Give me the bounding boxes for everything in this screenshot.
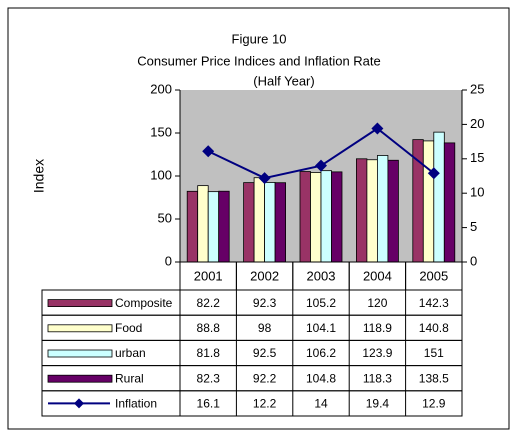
bar — [274, 182, 287, 263]
table-value: 118.3 — [363, 371, 392, 385]
table-value: 142.3 — [419, 296, 449, 310]
table-value: 123.9 — [362, 346, 392, 360]
y-tick-label: 0 — [165, 253, 172, 268]
table-value: 104.1 — [306, 321, 336, 335]
table-value: 19.4 — [366, 397, 390, 411]
table-value: 140.8 — [419, 321, 449, 335]
legend-swatch — [47, 374, 113, 383]
bar — [243, 182, 255, 263]
table-value: 12.9 — [422, 397, 446, 411]
bar — [422, 140, 435, 263]
legend-swatch — [47, 349, 113, 358]
y2-tick-label: 15 — [470, 150, 484, 165]
line-marker — [258, 172, 271, 185]
chart-subtitle: Consumer Price Indices and Inflation Rat… — [137, 53, 381, 68]
table-value: 82.3 — [197, 371, 221, 385]
y2-tick-label: 0 — [470, 253, 477, 268]
chart-title: Figure 10 — [232, 31, 287, 46]
bar — [355, 158, 368, 263]
legend-marker — [74, 398, 84, 409]
x-tick-label: 2002 — [250, 268, 279, 283]
y-tick-label: 50 — [158, 210, 172, 225]
bar — [366, 159, 378, 263]
table-value: 92.2 — [253, 371, 277, 385]
legend-label: Composite — [115, 296, 173, 310]
bar — [218, 190, 230, 263]
y-tick-label: 200 — [150, 81, 172, 96]
y-tick-label: 100 — [150, 167, 172, 182]
y2-tick-label: 25 — [470, 81, 484, 96]
bar — [387, 159, 399, 263]
legend-label: Rural — [115, 371, 144, 385]
bar — [320, 170, 332, 263]
bar — [299, 171, 311, 263]
table-value: 81.8 — [197, 346, 221, 360]
table-value: 120 — [367, 296, 387, 310]
table-value: 106.2 — [306, 346, 336, 360]
bar — [197, 185, 209, 263]
bar — [331, 171, 343, 263]
y2-tick-label: 10 — [470, 185, 484, 200]
bar — [264, 182, 276, 263]
bar — [310, 172, 322, 263]
table-value: 92.5 — [253, 346, 277, 360]
legend-swatch — [47, 324, 113, 333]
table-value: 118.9 — [363, 321, 392, 335]
legend-swatch — [47, 299, 113, 308]
table-value: 92.3 — [253, 296, 277, 310]
line-marker — [202, 145, 215, 158]
legend-label: Inflation — [115, 397, 157, 411]
x-tick-label: 2001 — [194, 268, 223, 283]
table-value: 105.2 — [306, 296, 336, 310]
bar — [376, 155, 389, 263]
line-marker — [315, 159, 327, 172]
table-value: 138.5 — [419, 371, 449, 385]
table-row — [41, 390, 463, 417]
line-marker — [427, 167, 440, 180]
period-label: (Half Year) — [253, 73, 314, 88]
bar — [207, 191, 220, 263]
x-tick-label: 2004 — [363, 268, 392, 283]
bar — [443, 142, 456, 263]
bar — [186, 190, 199, 263]
legend-label: Food — [115, 321, 142, 335]
bar — [253, 177, 266, 263]
bar — [433, 131, 445, 263]
x-tick-label: 2003 — [307, 268, 336, 283]
table-value: 98 — [258, 321, 272, 335]
table-value: 104.8 — [306, 371, 336, 385]
x-tick-label: 2005 — [419, 268, 448, 283]
line-marker — [371, 122, 384, 135]
table-value: 16.1 — [197, 397, 221, 411]
y2-tick-label: 20 — [470, 116, 484, 131]
table-value: 14 — [314, 397, 328, 411]
y-tick-label: 150 — [150, 124, 172, 139]
table-value: 151 — [424, 346, 444, 360]
table-value: 12.2 — [253, 397, 277, 411]
legend-label: urban — [115, 346, 146, 360]
y-axis-label: Index — [31, 159, 47, 193]
table-value: 88.8 — [197, 321, 221, 335]
y2-tick-label: 5 — [470, 219, 477, 234]
table-value: 82.2 — [197, 296, 221, 310]
